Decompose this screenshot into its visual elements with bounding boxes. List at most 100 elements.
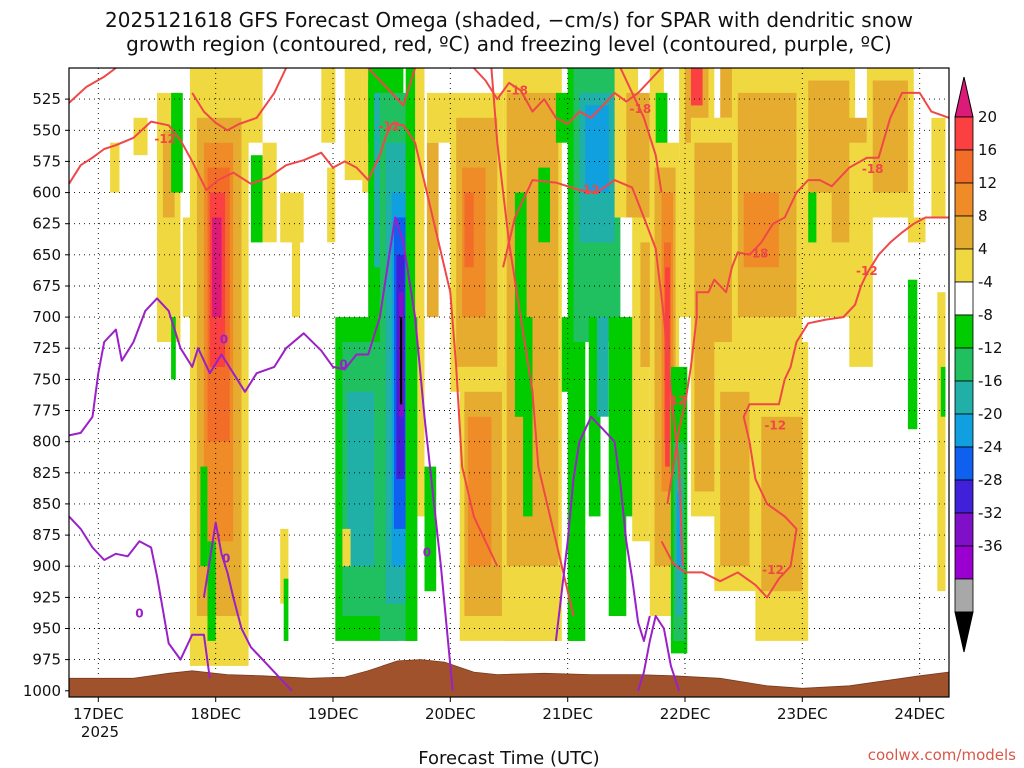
omega-cell: [182, 217, 195, 318]
x-axis: 17DEC 18DEC 19DEC 20DEC 21DEC 22DEC 23DEC 24DEC: [73, 697, 945, 723]
omega-cell: [464, 192, 474, 268]
omega-cell: [283, 578, 289, 641]
isotherm-red: [619, 67, 663, 193]
omega-cell: [937, 292, 946, 592]
y-tick-label: 525: [32, 90, 61, 108]
colorbar-swatch: [954, 149, 974, 184]
omega-cell: [207, 541, 216, 641]
contour-label: -12: [764, 419, 786, 433]
omega-cell: [426, 92, 451, 143]
contour-label: -12: [154, 132, 176, 146]
contour-label: -18: [747, 247, 769, 261]
omega-cell: [405, 68, 418, 641]
y-tick-label: 925: [32, 588, 61, 606]
omega-cell: [690, 68, 703, 106]
x-tick-label: 23DEC: [777, 705, 828, 723]
omega-cell: [872, 80, 908, 193]
isotherm-red: [68, 67, 117, 104]
omega-cell: [523, 317, 533, 517]
chart-title-line-2: growth region (contoured, red, ºC) and f…: [126, 32, 892, 56]
omega-cell: [588, 317, 601, 517]
contour-label: -12: [378, 120, 400, 134]
colorbar-label: -36: [978, 537, 1003, 555]
omega-cell: [585, 105, 609, 193]
colorbar-arrow-bottom: [954, 611, 974, 653]
colorbar-swatch: [954, 281, 974, 316]
colorbar-label: 4: [978, 240, 988, 258]
x-tick-label: 21DEC: [542, 705, 593, 723]
chart-title-line-1: 2025121618 GFS Forecast Omega (shaded, −…: [105, 8, 913, 32]
colorbar-label: -4: [978, 273, 993, 291]
colorbar-label: -32: [978, 504, 1003, 522]
colorbar-label: 20: [978, 108, 997, 126]
y-tick-label: 975: [32, 651, 61, 669]
colorbar-swatch: [954, 116, 974, 151]
colorbar-arrow-top: [954, 76, 974, 118]
contour-label: -18: [506, 83, 528, 97]
y-tick-label: 675: [32, 277, 61, 295]
colorbar-label: -16: [978, 372, 1003, 390]
y-tick-label: 600: [32, 184, 61, 202]
contour-label: 0: [220, 333, 228, 347]
colorbar-swatch: [954, 314, 974, 349]
y-tick-label: 875: [32, 526, 61, 544]
y-tick-label: 575: [32, 152, 61, 170]
x-tick-label: 18DEC: [190, 705, 241, 723]
colorbar-swatch: [954, 512, 974, 547]
omega-cell: [417, 317, 425, 517]
colorbar-swatch: [954, 248, 974, 283]
contour-label: 0: [135, 607, 143, 621]
omega-cell: [424, 466, 437, 592]
contour-label: 0: [222, 552, 230, 566]
y-tick-label: 800: [32, 433, 61, 451]
x-year-label: 2025: [81, 723, 119, 741]
isotherm-red: [490, 67, 575, 617]
contour-label: 0: [339, 357, 347, 371]
isotherm-red: [367, 67, 417, 107]
y-tick-label: 725: [32, 339, 61, 357]
omega-cell: [321, 68, 336, 143]
x-tick-label: 24DEC: [894, 705, 945, 723]
omega-shading: [110, 68, 946, 666]
contour-label: -12: [762, 563, 784, 577]
credit-text: coolwx.com/models: [868, 746, 1016, 764]
omega-cell: [171, 317, 176, 380]
contour-label: -12: [856, 264, 878, 278]
colorbar-label: 12: [978, 174, 997, 192]
omega-cell: [245, 68, 263, 143]
isotherm-red: [666, 91, 950, 505]
y-tick-label: 825: [32, 464, 61, 482]
contour-label: -12: [665, 394, 687, 408]
colorbar-swatch: [954, 215, 974, 250]
colorbar-swatch: [954, 578, 974, 613]
isotherm-red: [68, 120, 499, 567]
colorbar-swatch: [954, 380, 974, 415]
colorbar-swatch: [954, 347, 974, 382]
x-axis-label: Forecast Time (UTC): [418, 748, 599, 768]
omega-cell: [347, 391, 375, 567]
colorbar-swatch: [954, 479, 974, 514]
omega-cell: [327, 167, 336, 243]
freezing-level-purple: [554, 415, 651, 642]
omega-cell: [162, 130, 175, 218]
omega-cell: [940, 366, 946, 417]
colorbar-swatch: [954, 545, 974, 580]
omega-cell: [814, 217, 829, 293]
omega-cell: [110, 142, 120, 193]
isotherm-red: [473, 67, 663, 125]
y-tick-label: 775: [32, 402, 61, 420]
colorbar-swatch: [954, 413, 974, 448]
y-tick-label: 950: [32, 620, 61, 638]
y-tick-label: 625: [32, 215, 61, 233]
contour-label: -18: [862, 162, 884, 176]
colorbar-label: -12: [978, 339, 1003, 357]
contour-layer: [68, 67, 950, 692]
omega-cell: [171, 92, 183, 193]
omega-cell: [931, 117, 946, 218]
omega-cell: [426, 142, 439, 318]
contour-label: 0: [423, 546, 431, 560]
contour-label: -12: [578, 183, 600, 197]
x-tick-label: 17DEC: [73, 705, 124, 723]
omega-cell: [212, 217, 222, 318]
